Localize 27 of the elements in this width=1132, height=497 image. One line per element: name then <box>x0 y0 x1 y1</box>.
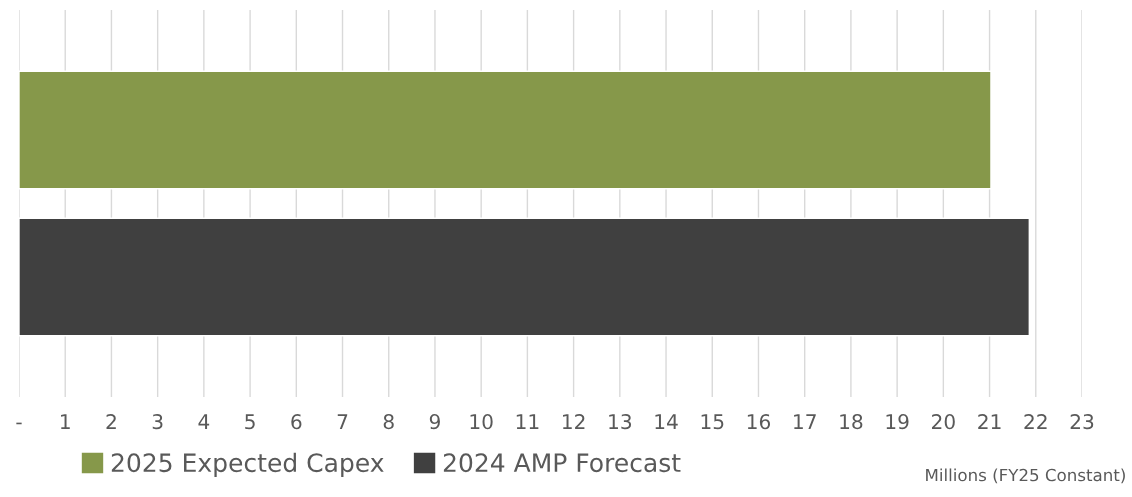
x-tick-label: 4 <box>198 414 210 429</box>
x-tick-label: 10 <box>470 414 493 430</box>
x-tick-label: 1 <box>61 414 70 429</box>
x-tick-label: 14 <box>655 414 678 429</box>
legend-label: 2024 AMP Forecast <box>443 453 681 473</box>
x-tick-label: 7 <box>337 414 348 429</box>
text: Millions (FY25 Constant) <box>926 468 1125 484</box>
x-tick-label: 8 <box>383 414 394 430</box>
x-tick-label: 11 <box>516 414 539 429</box>
x-tick-label: 20 <box>932 414 955 430</box>
x-tick-label: 2 <box>106 414 116 429</box>
x-tick-label: 13 <box>609 414 632 430</box>
x-tick-label: 9 <box>429 414 440 430</box>
x-tick-label: 3 <box>152 414 163 430</box>
x-tick-label: 12 <box>563 414 585 429</box>
x-tick-label: 6 <box>291 414 302 430</box>
legend-label: 2025 Expected Capex <box>111 452 384 477</box>
x-tick-label: 17 <box>794 414 816 429</box>
x-tick-label: - <box>16 422 22 425</box>
x-tick-label: 15 <box>701 414 724 430</box>
x-tick-label: 23 <box>1070 414 1094 430</box>
x-tick-label: 19 <box>886 414 909 430</box>
x-tick-label: 5 <box>245 414 255 430</box>
x-tick-label: 18 <box>840 414 863 430</box>
x-tick-label: 16 <box>747 414 771 430</box>
x-tick-label: 21 <box>978 414 1001 429</box>
x-tick-label: 22 <box>1024 414 1047 429</box>
